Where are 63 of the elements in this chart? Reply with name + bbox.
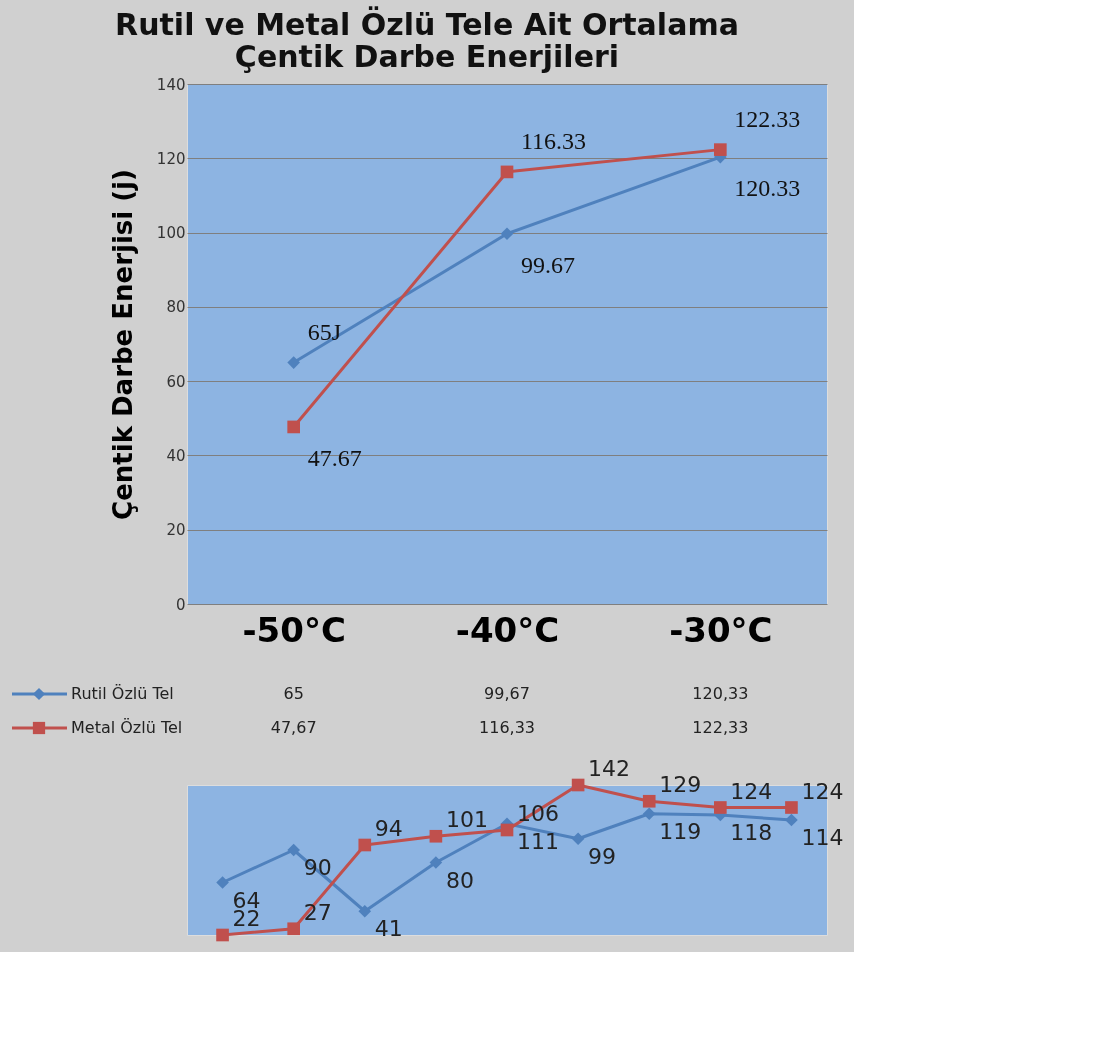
data-label: 129 [659, 772, 702, 798]
data-label: 142 [588, 756, 631, 781]
data-label: 124 [801, 778, 844, 804]
y-tick-label: 140 [156, 75, 186, 94]
data-label: 119 [659, 818, 702, 844]
legend-label: Rutil Özlü Tel [71, 684, 174, 703]
point [571, 778, 585, 792]
data-label: 80 [445, 867, 474, 893]
point [571, 832, 585, 846]
data-label: 120,33 [692, 684, 749, 703]
data-label: 116,33 [479, 718, 535, 737]
point [642, 807, 656, 821]
x-tick-label: -40°C [455, 609, 560, 650]
data-label: 41 [374, 916, 403, 942]
point [216, 876, 229, 889]
y-tick-label: 120 [156, 149, 186, 168]
point [714, 801, 727, 814]
point [216, 928, 229, 942]
point [785, 801, 798, 814]
point [642, 794, 656, 808]
y-tick-label: 60 [166, 372, 186, 391]
point [287, 843, 300, 857]
point [429, 829, 443, 843]
y-tick-label: 100 [156, 224, 186, 243]
annotation: 122.33 [734, 105, 801, 132]
point [358, 838, 372, 852]
point [429, 856, 443, 869]
point [287, 420, 300, 434]
data-label: 27 [303, 899, 332, 925]
x-tick-label: -50°C [242, 609, 346, 650]
data-label: 118 [730, 820, 773, 845]
data-label: 94 [374, 816, 403, 841]
annotation: 65J [307, 318, 342, 345]
data-label: 65 [283, 684, 304, 703]
x-tick-label: -30°C [669, 609, 773, 650]
point [785, 813, 798, 827]
data-label: 122,33 [692, 718, 749, 737]
data-label: 111 [517, 828, 559, 854]
legend-label: Metal Özlü Tel [71, 718, 183, 737]
y-tick-label: 40 [166, 446, 186, 465]
point [358, 904, 372, 918]
point [287, 922, 300, 936]
point [714, 143, 727, 156]
point [500, 823, 514, 837]
data-label: 90 [303, 855, 332, 880]
annotation: 47.67 [307, 444, 362, 471]
point [500, 227, 514, 241]
y-tick-label: 20 [166, 521, 186, 540]
y-axis-title: Çentik Darbe Enerjisi (j) [107, 169, 138, 520]
point [287, 356, 300, 369]
data-label: 114 [801, 825, 844, 850]
chart-title: Rutil ve Metal Özlü Tele Ait Ortalama Çentik Darbe Enerjileri [115, 5, 739, 74]
point [500, 165, 514, 179]
annotation: 99.67 [521, 251, 575, 278]
data-label: 99,67 [484, 684, 530, 703]
data-label: 124 [730, 778, 773, 804]
annotation: 116.33 [521, 127, 587, 154]
data-label: 99 [588, 843, 617, 869]
data-label: 101 [445, 807, 488, 833]
y-tick-label: 80 [166, 298, 186, 317]
annotation: 120.33 [734, 175, 801, 202]
y-tick-label: 0 [175, 595, 186, 614]
data-label: 47,67 [270, 718, 317, 737]
